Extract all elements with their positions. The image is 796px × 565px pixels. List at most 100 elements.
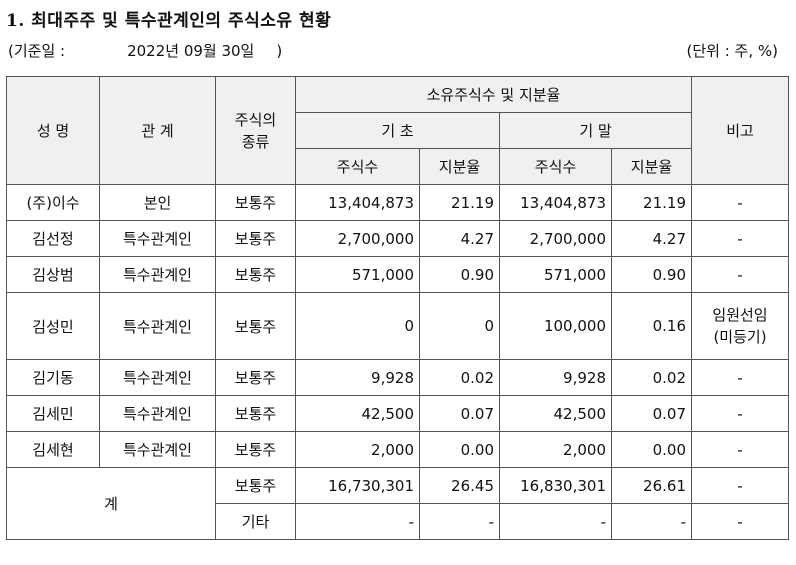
- cell-end-ratio: 0.02: [611, 359, 692, 396]
- total-row-other: 기타 - - - - -: [7, 503, 789, 540]
- cell-name: 김세민: [6, 395, 100, 432]
- unit-label: (단위 : 주, %): [686, 42, 778, 60]
- cell-note: -: [691, 503, 789, 540]
- cell-end-shares: 571,000: [499, 256, 612, 293]
- header-relation: 관 계: [99, 76, 216, 185]
- cell-name: 김선정: [6, 220, 100, 257]
- cell-relation: 특수관계인: [99, 220, 216, 257]
- cell-start-ratio: 0.02: [419, 359, 500, 396]
- cell-start-ratio: 4.27: [419, 220, 500, 257]
- cell-start-shares: 9,928: [295, 359, 420, 396]
- header-stock-type: 주식의 종류: [215, 76, 296, 185]
- cell-start-ratio: 21.19: [419, 184, 500, 221]
- cell-start-ratio: 26.45: [419, 467, 500, 504]
- cell-start-shares: 16,730,301: [295, 467, 420, 504]
- table-row: 김세현 특수관계인 보통주 2,000 0.00 2,000 0.00 -: [6, 431, 789, 468]
- cell-note-line2: (미등기): [713, 328, 767, 346]
- cell-name: 김세현: [6, 431, 100, 468]
- cell-note: -: [691, 395, 789, 432]
- basis-date: (기준일 : 2022년 09월 30일): [8, 40, 282, 61]
- cell-type: 보통주: [215, 184, 296, 221]
- table-header: 성 명 관 계 주식의 종류 소유주식수 및 지분율 비고 기 초 기 말 주식…: [6, 76, 789, 185]
- cell-start-ratio: 0.90: [419, 256, 500, 293]
- cell-type: 보통주: [215, 256, 296, 293]
- header-end-ratio: 지분율: [611, 148, 692, 185]
- cell-type: 보통주: [215, 220, 296, 257]
- cell-end-shares: 16,830,301: [499, 467, 612, 504]
- cell-start-ratio: 0.00: [419, 431, 500, 468]
- cell-type: 보통주: [215, 395, 296, 432]
- table-row: 김기동 특수관계인 보통주 9,928 0.02 9,928 0.02 -: [6, 359, 789, 396]
- cell-start-ratio: -: [419, 503, 500, 540]
- cell-start-ratio: 0: [419, 292, 500, 360]
- cell-end-shares: 100,000: [499, 292, 612, 360]
- cell-relation: 특수관계인: [99, 292, 216, 360]
- header-start-shares: 주식수: [295, 148, 420, 185]
- ownership-table: 성 명 관 계 주식의 종류 소유주식수 및 지분율 비고 기 초 기 말 주식…: [6, 76, 789, 540]
- cell-start-shares: 2,700,000: [295, 220, 420, 257]
- cell-start-shares: 0: [295, 292, 420, 360]
- cell-end-ratio: 0.90: [611, 256, 692, 293]
- header-stock-type-line2: 종류: [241, 132, 270, 151]
- cell-type: 기타: [215, 503, 296, 540]
- cell-relation: 특수관계인: [99, 395, 216, 432]
- cell-note: -: [691, 431, 789, 468]
- cell-start-shares: -: [295, 503, 420, 540]
- cell-relation: 특수관계인: [99, 256, 216, 293]
- table-row: 김선정 특수관계인 보통주 2,700,000 4.27 2,700,000 4…: [6, 220, 789, 257]
- table-row: 김상범 특수관계인 보통주 571,000 0.90 571,000 0.90 …: [6, 256, 789, 293]
- cell-type: 보통주: [215, 431, 296, 468]
- page-title: 1. 최대주주 및 특수관계인의 주식소유 현황: [6, 11, 332, 31]
- cell-end-ratio: 4.27: [611, 220, 692, 257]
- basis-open: (기준일 :: [8, 42, 66, 60]
- cell-start-ratio: 0.07: [419, 395, 500, 432]
- table-row: 김성민 특수관계인 보통주 0 0 100,000 0.16 임원선임 (미등기…: [6, 292, 789, 360]
- cell-note: -: [691, 256, 789, 293]
- header-start: 기 초: [295, 112, 500, 149]
- header-start-ratio: 지분율: [419, 148, 500, 185]
- cell-relation: 특수관계인: [99, 359, 216, 396]
- cell-note: -: [691, 359, 789, 396]
- header-note: 비고: [691, 76, 789, 185]
- table-row: (주)이수 본인 보통주 13,404,873 21.19 13,404,873…: [6, 184, 789, 221]
- cell-end-ratio: 21.19: [611, 184, 692, 221]
- cell-end-ratio: -: [611, 503, 692, 540]
- cell-start-shares: 42,500: [295, 395, 420, 432]
- total-label: 계: [6, 467, 216, 540]
- cell-name: 김성민: [6, 292, 100, 360]
- cell-start-shares: 13,404,873: [295, 184, 420, 221]
- header-ownership: 소유주식수 및 지분율: [295, 76, 692, 113]
- cell-end-ratio: 0.16: [611, 292, 692, 360]
- cell-name: 김기동: [6, 359, 100, 396]
- header-stock-type-line1: 주식의: [234, 110, 277, 129]
- header-end: 기 말: [499, 112, 692, 149]
- cell-note: -: [691, 467, 789, 504]
- cell-note-line1: 임원선임: [712, 306, 768, 324]
- cell-type: 보통주: [215, 467, 296, 504]
- cell-start-shares: 571,000: [295, 256, 420, 293]
- header-name: 성 명: [6, 76, 100, 185]
- cell-note: -: [691, 184, 789, 221]
- header-end-shares: 주식수: [499, 148, 612, 185]
- cell-note: -: [691, 220, 789, 257]
- cell-name: 김상범: [6, 256, 100, 293]
- table-row: 김세민 특수관계인 보통주 42,500 0.07 42,500 0.07 -: [6, 395, 789, 432]
- total-row-common: 계 보통주 16,730,301 26.45 16,830,301 26.61 …: [6, 467, 789, 540]
- cell-note: 임원선임 (미등기): [691, 292, 789, 360]
- cell-name: (주)이수: [6, 184, 100, 221]
- cell-end-shares: 42,500: [499, 395, 612, 432]
- basis-date-value: 2022년 09월 30일: [127, 42, 255, 60]
- cell-end-shares: 13,404,873: [499, 184, 612, 221]
- cell-end-shares: 9,928: [499, 359, 612, 396]
- cell-type: 보통주: [215, 359, 296, 396]
- cell-start-shares: 2,000: [295, 431, 420, 468]
- cell-end-shares: -: [499, 503, 612, 540]
- basis-close: ): [276, 42, 283, 60]
- cell-end-ratio: 0.07: [611, 395, 692, 432]
- cell-end-ratio: 26.61: [611, 467, 692, 504]
- cell-relation: 본인: [99, 184, 216, 221]
- cell-end-shares: 2,000: [499, 431, 612, 468]
- cell-type: 보통주: [215, 292, 296, 360]
- cell-end-ratio: 0.00: [611, 431, 692, 468]
- cell-end-shares: 2,700,000: [499, 220, 612, 257]
